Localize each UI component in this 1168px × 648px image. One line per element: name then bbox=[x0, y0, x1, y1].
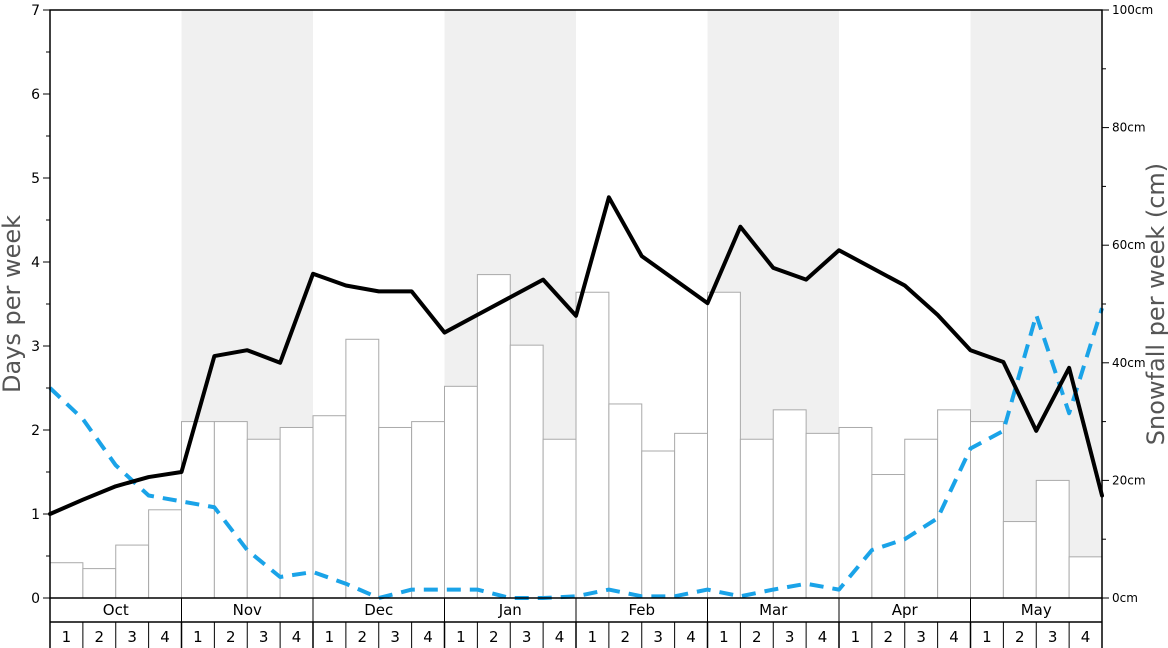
week-label: 4 bbox=[423, 628, 433, 646]
y-axis-title-right: Snowfall per week (cm) bbox=[1142, 163, 1168, 445]
week-label: 4 bbox=[818, 628, 828, 646]
snowfall-bar bbox=[213, 421, 248, 599]
snowfall-bar bbox=[1035, 479, 1070, 599]
snowfall-bar bbox=[904, 438, 939, 599]
snowfall-bar bbox=[115, 544, 150, 599]
week-label: 1 bbox=[982, 628, 992, 646]
snowfall-bar bbox=[148, 509, 183, 599]
snowfall-bar bbox=[608, 403, 643, 599]
y-axis-title-left: Days per week bbox=[0, 215, 26, 393]
right-tick-label: 40cm bbox=[1112, 356, 1146, 370]
week-label: 1 bbox=[325, 628, 335, 646]
week-label: 1 bbox=[62, 628, 72, 646]
month-label: Oct bbox=[103, 601, 129, 619]
week-label: 2 bbox=[1015, 628, 1025, 646]
line-series bbox=[48, 195, 1104, 600]
snowfall-bars bbox=[49, 274, 1103, 599]
snowfall-bar bbox=[345, 338, 380, 599]
snowfall-bar bbox=[444, 385, 478, 599]
week-label: 2 bbox=[95, 628, 105, 646]
snowfall-bar bbox=[49, 562, 84, 599]
snowfall-bar bbox=[542, 438, 577, 599]
left-tick-label: 7 bbox=[31, 3, 40, 19]
week-label: 1 bbox=[719, 628, 729, 646]
week-label: 3 bbox=[916, 628, 926, 646]
week-label: 4 bbox=[686, 628, 696, 646]
right-y-axis: 0cm 20cm 40cm 60cm 80cm 100cm bbox=[1102, 3, 1153, 605]
week-label: 2 bbox=[358, 628, 368, 646]
right-tick-label: 100cm bbox=[1112, 3, 1153, 17]
left-tick-label: 0 bbox=[31, 591, 40, 607]
right-tick-label: 60cm bbox=[1112, 238, 1146, 252]
week-label: 4 bbox=[949, 628, 959, 646]
week-label: 2 bbox=[621, 628, 631, 646]
month-label: Feb bbox=[628, 601, 655, 619]
snowfall-bar bbox=[509, 344, 544, 599]
week-label: 3 bbox=[127, 628, 137, 646]
snowfall-bar bbox=[805, 432, 840, 599]
left-tick-label: 5 bbox=[31, 171, 40, 187]
month-row: Oct Nov Dec Jan Feb Mar Apr May bbox=[49, 598, 1103, 623]
week-label: 2 bbox=[752, 628, 762, 646]
week-label: 2 bbox=[884, 628, 894, 646]
month-label: Mar bbox=[759, 601, 788, 619]
left-tick-label: 3 bbox=[31, 339, 40, 355]
week-label: 3 bbox=[522, 628, 532, 646]
week-label: 4 bbox=[555, 628, 565, 646]
month-label: Nov bbox=[233, 601, 262, 619]
black-line bbox=[48, 195, 1104, 516]
snowfall-bar bbox=[641, 450, 676, 599]
right-tick-label: 20cm bbox=[1112, 473, 1146, 487]
left-tick-label: 2 bbox=[31, 423, 40, 439]
week-label: 1 bbox=[193, 628, 203, 646]
week-label: 1 bbox=[851, 628, 861, 646]
left-y-axis: 0 1 2 3 4 5 6 7 bbox=[31, 3, 50, 607]
week-label: 4 bbox=[160, 628, 170, 646]
week-label: 3 bbox=[785, 628, 795, 646]
month-label: May bbox=[1021, 601, 1052, 619]
right-tick-label: 0cm bbox=[1112, 591, 1138, 605]
left-tick-label: 1 bbox=[31, 507, 40, 523]
snowfall-bar bbox=[82, 568, 117, 599]
snowfall-bar bbox=[279, 426, 314, 599]
week-row: 1 2 3 4 1 2 3 4 1 2 3 4 1 2 3 4 1 2 3 4 1 2 3 4 1 2 3 4 1 2 3 4 bbox=[49, 622, 1103, 648]
snowfall-bar bbox=[674, 432, 709, 599]
week-label: 2 bbox=[489, 628, 499, 646]
week-label: 3 bbox=[653, 628, 663, 646]
week-label: 4 bbox=[1081, 628, 1091, 646]
right-tick-label: 80cm bbox=[1112, 121, 1146, 135]
week-label: 4 bbox=[292, 628, 302, 646]
week-label: 3 bbox=[1048, 628, 1058, 646]
snowfall-bar bbox=[707, 291, 741, 599]
blue-dashed-line bbox=[48, 307, 1104, 600]
snowfall-bar bbox=[772, 409, 807, 599]
month-label: Jan bbox=[498, 601, 522, 619]
week-label: 1 bbox=[456, 628, 466, 646]
snowfall-bar bbox=[1068, 556, 1103, 599]
snowfall-bar bbox=[411, 421, 446, 599]
month-label: Dec bbox=[364, 601, 393, 619]
snowfall-bar bbox=[378, 426, 413, 599]
left-tick-label: 4 bbox=[31, 255, 40, 271]
snowfall-bar bbox=[575, 291, 610, 599]
snowfall-bar bbox=[871, 474, 906, 599]
week-label: 1 bbox=[588, 628, 598, 646]
week-label: 2 bbox=[226, 628, 236, 646]
snowfall-bar bbox=[1002, 521, 1037, 599]
week-label: 3 bbox=[259, 628, 269, 646]
snowfall-bar bbox=[476, 274, 511, 599]
snowfall-bar bbox=[312, 415, 347, 599]
left-tick-label: 6 bbox=[31, 87, 40, 103]
snowfall-bar bbox=[739, 438, 774, 599]
month-label: Apr bbox=[892, 601, 919, 619]
week-label: 3 bbox=[390, 628, 400, 646]
